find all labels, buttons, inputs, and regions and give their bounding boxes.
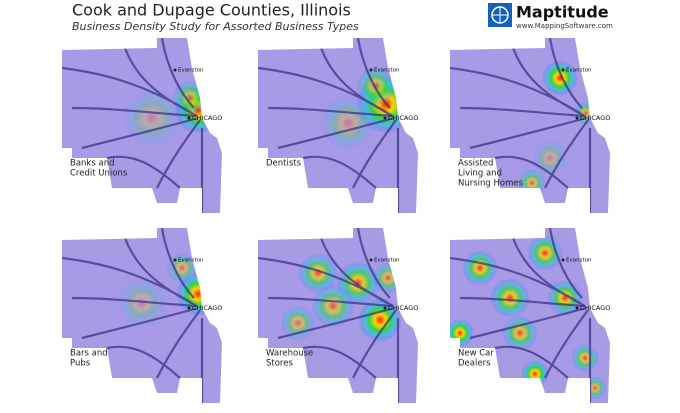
- brand-url: www.MappingSoftware.com: [516, 22, 613, 30]
- panel-label: Assisted: [458, 159, 493, 169]
- panel-label: Warehouse: [266, 349, 313, 359]
- density-hotspot: [571, 344, 599, 372]
- density-hotspot: [502, 315, 538, 351]
- map-body: [62, 228, 222, 403]
- panel-label: Dealers: [458, 359, 491, 369]
- density-hotspot: [583, 376, 607, 400]
- city-label: Evanston: [566, 258, 592, 264]
- panel-label: Living and: [458, 169, 502, 179]
- city-dot: [187, 306, 191, 310]
- panel-label: Dentists: [266, 159, 302, 169]
- roads: [62, 38, 204, 213]
- city-dot: [369, 258, 373, 262]
- roads: [258, 228, 400, 403]
- density-hotspot: [450, 319, 474, 347]
- panel-label: Nursing Homes: [458, 179, 524, 189]
- city-label: CHICAGO: [388, 304, 418, 312]
- density-hotspot: [542, 60, 578, 96]
- city-label: CHICAGO: [580, 114, 610, 122]
- city-label: Evanston: [178, 68, 204, 74]
- panel-label: Banks and: [70, 159, 114, 169]
- city-label: Evanston: [374, 68, 400, 74]
- subtitle: Business Density Study for Assorted Busi…: [72, 20, 359, 33]
- city-label: CHICAGO: [388, 114, 418, 122]
- density-hotspot: [490, 278, 530, 318]
- map-body: [62, 38, 222, 213]
- city-dot: [187, 116, 191, 120]
- city-label: Evanston: [178, 258, 204, 264]
- density-hotspot: [311, 284, 355, 328]
- city-dot: [369, 68, 373, 72]
- logo: Maptitude www.MappingSoftware.com: [488, 3, 613, 30]
- map-body: [258, 228, 418, 403]
- city-label: CHICAGO: [192, 114, 222, 122]
- roads: [450, 228, 592, 403]
- panel-label: Stores: [266, 359, 293, 369]
- roads: [62, 228, 204, 403]
- map-panel: CHICAGO Evanston Dentists: [258, 38, 418, 213]
- roads: [258, 38, 400, 213]
- panel-label: Bars and: [70, 349, 108, 359]
- map-body: [258, 38, 418, 213]
- logo-grid: [492, 7, 508, 23]
- city-label: Evanston: [374, 258, 400, 264]
- density-hotspot: [122, 88, 182, 148]
- city-dot: [173, 68, 177, 72]
- panel-label: Credit Unions: [70, 169, 128, 179]
- panel-label: New Car: [458, 349, 494, 359]
- density-hotspot: [298, 253, 338, 293]
- density-hotspot: [462, 250, 498, 286]
- density-hotspot: [372, 262, 404, 294]
- title: Cook and Dupage Counties, Illinois: [72, 1, 351, 20]
- city-dot: [383, 306, 387, 310]
- density-hotspot: [527, 235, 563, 271]
- panel-label: Pubs: [70, 359, 91, 369]
- city-label: CHICAGO: [580, 304, 610, 312]
- density-hotspot: [117, 278, 167, 328]
- city-dot: [575, 306, 579, 310]
- density-hotspot: [356, 66, 396, 106]
- city-dot: [173, 258, 177, 262]
- roads: [450, 38, 592, 213]
- density-hotspot: [280, 305, 316, 341]
- city-dot: [383, 116, 387, 120]
- density-hotspot: [521, 360, 549, 388]
- density-hotspot: [320, 95, 376, 151]
- city-dot: [575, 116, 579, 120]
- city-label: Evanston: [566, 68, 592, 74]
- city-dot: [561, 258, 565, 262]
- map-body: [450, 228, 610, 403]
- city-dot: [561, 68, 565, 72]
- brand-name: Maptitude: [516, 3, 609, 22]
- city-label: CHICAGO: [192, 304, 222, 312]
